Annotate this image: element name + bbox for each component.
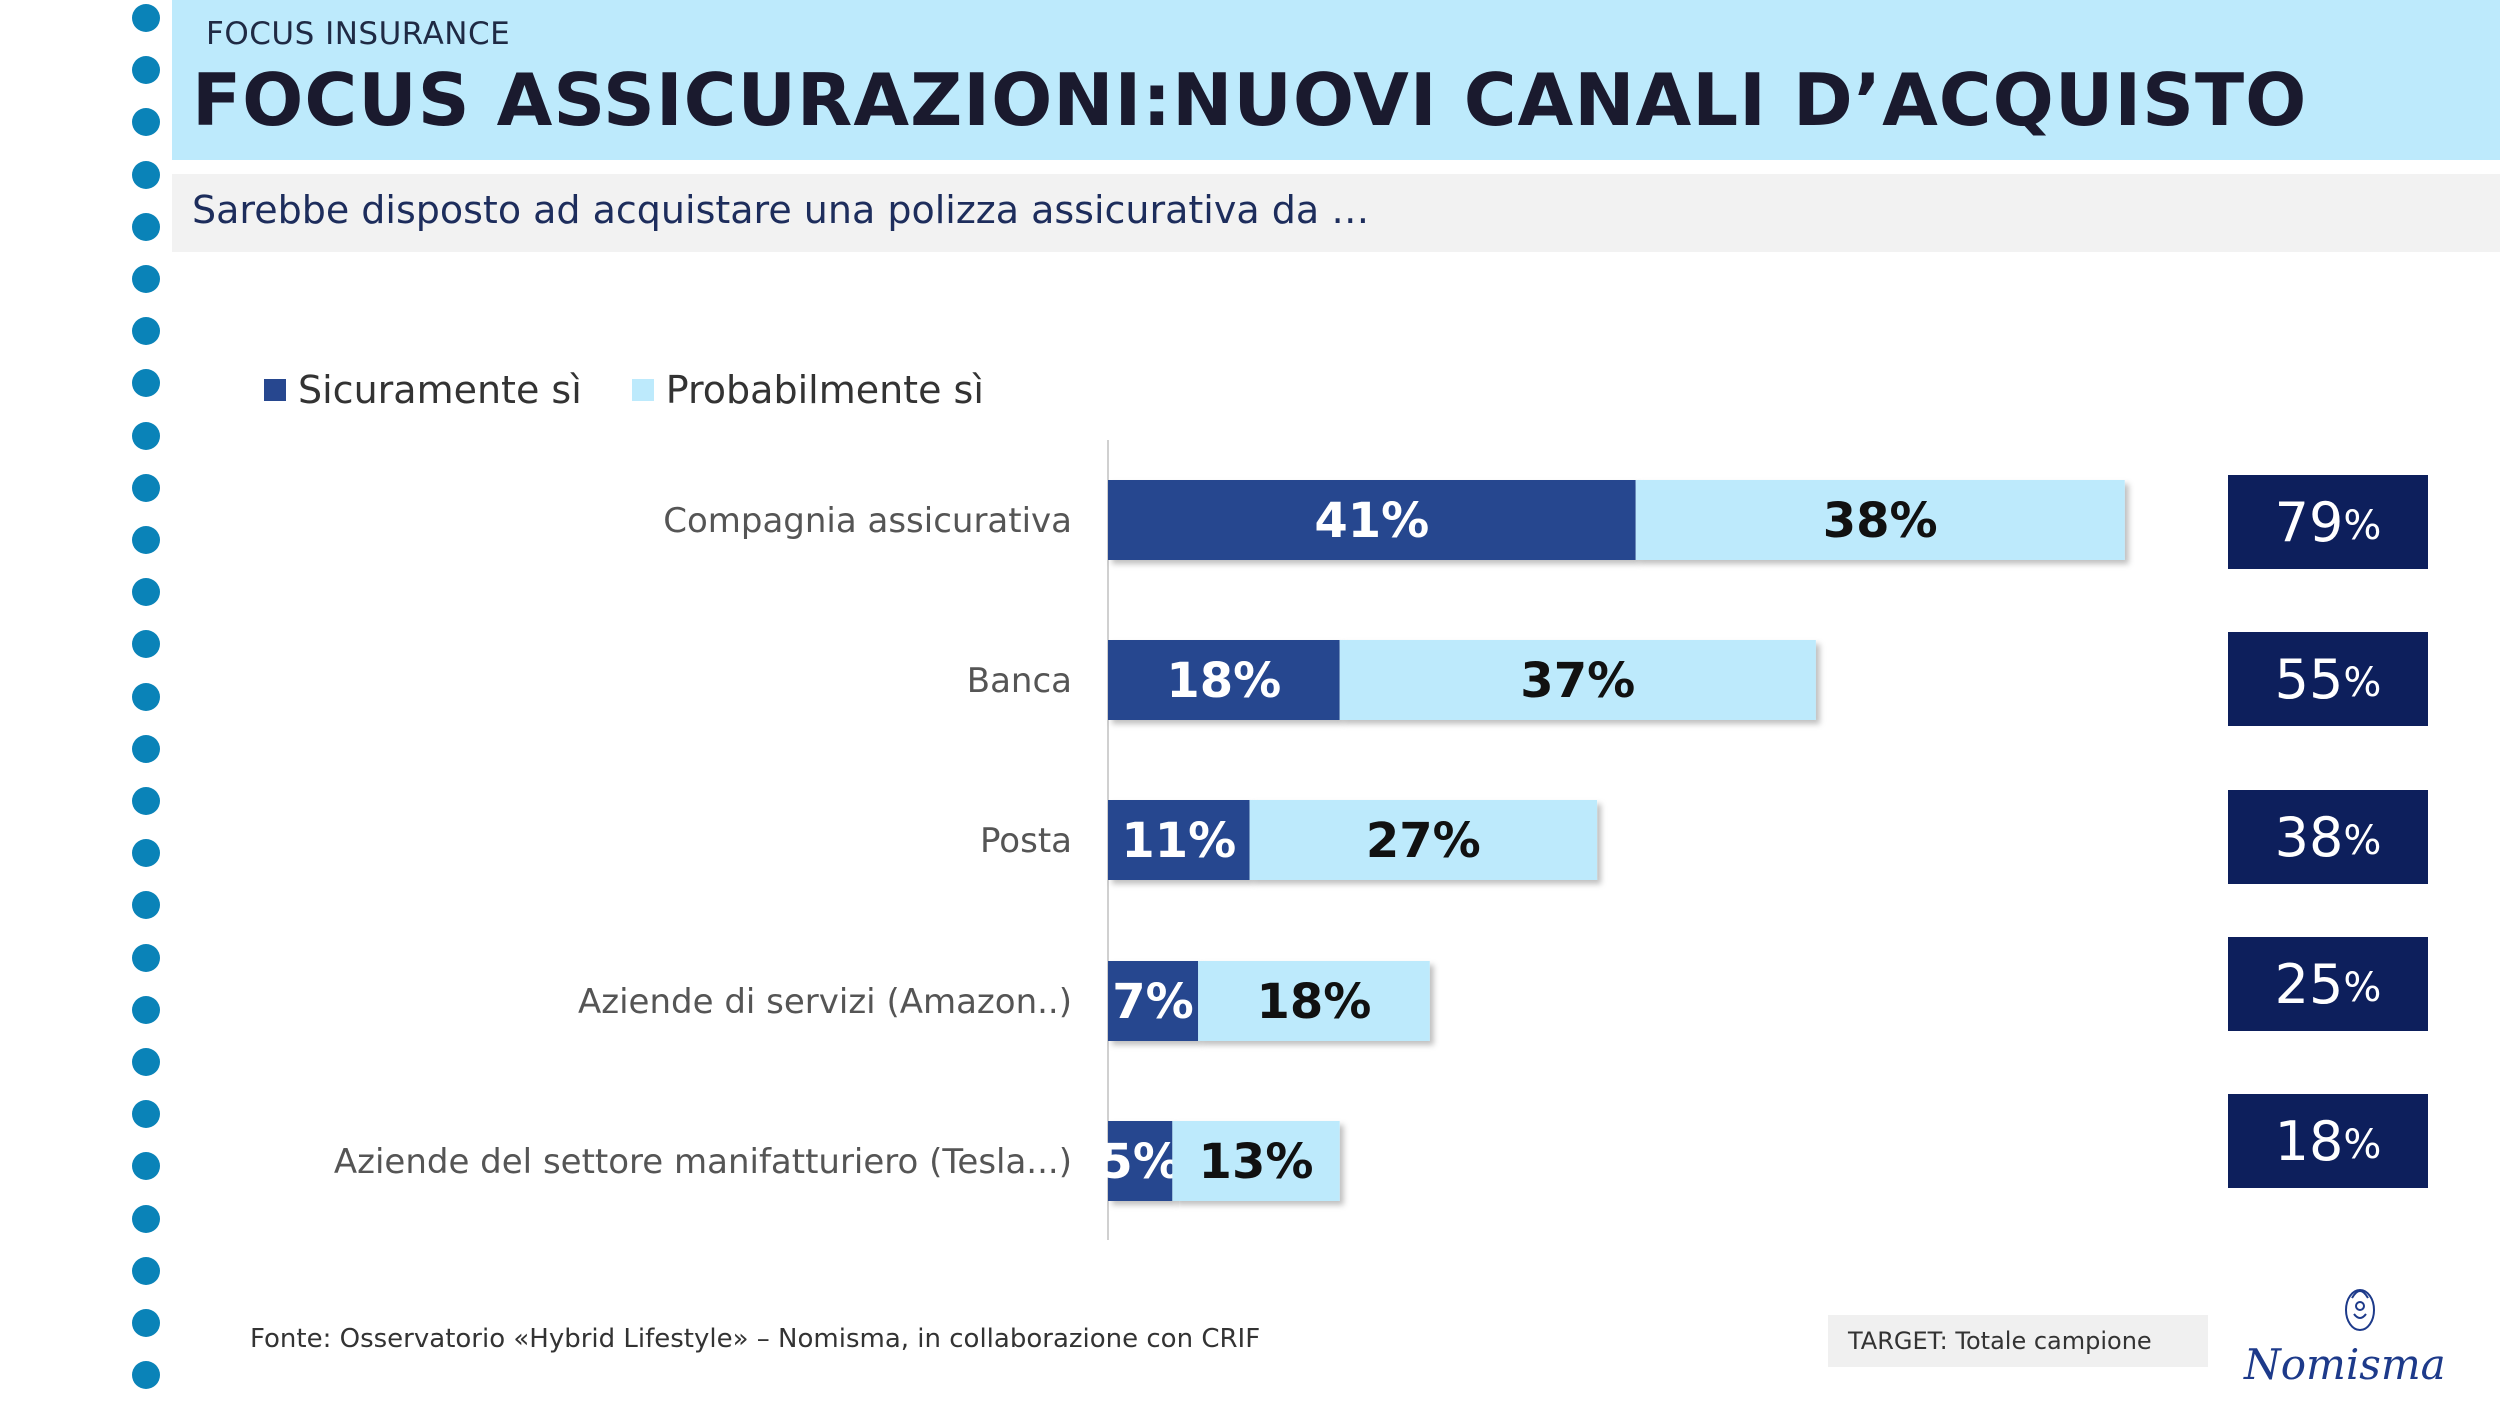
decorative-dot <box>132 108 160 137</box>
decorative-dot <box>132 734 160 763</box>
decorative-dot <box>132 787 160 815</box>
bar-sicuramente <box>1108 1121 1173 1201</box>
decorative-dot <box>132 421 160 450</box>
legend-item-sicuramente: Sicuramente sì <box>264 368 582 412</box>
bar-probabilmente <box>1339 640 1816 720</box>
decorative-dot <box>132 212 160 241</box>
total-value: 55 <box>2274 647 2344 711</box>
decorative-dot <box>132 1361 160 1390</box>
bar-probabilmente <box>1635 480 2125 560</box>
decorative-dot <box>132 526 160 554</box>
total-box: 79% <box>2228 475 2428 569</box>
total-percent-sign: % <box>2343 660 2382 706</box>
category-label: Aziende del settore manifatturiero (Tesl… <box>334 1142 1072 1182</box>
bar-sicuramente <box>1108 800 1250 880</box>
decorative-dot <box>132 369 160 398</box>
total-percent-sign: % <box>2343 965 2382 1011</box>
decorative-dot <box>132 891 160 920</box>
decorative-dot <box>132 995 160 1024</box>
logo-wordmark: Nomisma <box>2244 1340 2446 1389</box>
legend-swatch-light <box>631 379 654 401</box>
category-label: Compagnia assicurativa <box>663 501 1072 541</box>
question-bar: Sarebbe disposto ad acquistare una poliz… <box>172 174 2500 252</box>
decorative-dot <box>132 265 160 293</box>
nomisma-logo: Nomisma <box>2240 1270 2460 1390</box>
total-value: 79 <box>2274 490 2344 554</box>
category-label: Posta <box>980 821 1072 861</box>
question-text: Sarebbe disposto ad acquistare una poliz… <box>192 188 1370 232</box>
decorative-dot <box>132 839 160 868</box>
page-title: FOCUS ASSICURAZIONI:NUOVI CANALI D’ACQUI… <box>192 58 2308 142</box>
decorative-dot <box>132 160 160 189</box>
bar-sicuramente <box>1108 961 1199 1041</box>
chart-legend: Sicuramente sì Probabilmente sì <box>264 366 1034 414</box>
total-percent-sign: % <box>2343 503 2382 549</box>
value-label-probabilmente: 38% <box>1823 493 1938 549</box>
value-label-sicuramente: 11% <box>1121 813 1236 869</box>
value-label-sicuramente: 5% <box>1099 1134 1181 1190</box>
total-box: 25% <box>2228 937 2428 1031</box>
legend-item-probabilmente: Probabilmente sì <box>631 368 984 412</box>
legend-swatch-dark <box>264 379 286 401</box>
total-percent-sign: % <box>2343 1122 2382 1168</box>
decorative-dot <box>132 630 160 659</box>
value-label-probabilmente: 37% <box>1520 653 1635 709</box>
bar-probabilmente <box>1198 961 1430 1041</box>
total-percent-sign: % <box>2343 818 2382 864</box>
bar-probabilmente <box>1249 800 1598 880</box>
decorative-dot <box>132 1309 160 1337</box>
decorative-dot <box>132 317 160 346</box>
decorative-dot <box>132 4 160 32</box>
decorative-dot <box>132 1204 160 1233</box>
header-banner: FOCUS INSURANCE FOCUS ASSICURAZIONI:NUOV… <box>172 0 2500 160</box>
decorative-dot <box>132 56 160 85</box>
legend-label-probabilmente: Probabilmente sì <box>665 368 984 412</box>
total-box: 55% <box>2228 632 2428 726</box>
bar-sicuramente <box>1108 640 1340 720</box>
decorative-dot <box>132 1100 160 1129</box>
value-label-probabilmente: 27% <box>1366 813 1481 869</box>
value-label-sicuramente: 18% <box>1166 653 1281 709</box>
legend-label-sicuramente: Sicuramente sì <box>298 368 582 412</box>
target-note: TARGET: Totale campione <box>1828 1315 2208 1367</box>
total-value: 25 <box>2274 952 2344 1016</box>
category-label: Aziende di servizi (Amazon..) <box>578 982 1072 1022</box>
header-kicker: FOCUS INSURANCE <box>206 16 511 52</box>
category-label: Banca <box>967 661 1072 701</box>
decorative-dot <box>132 578 160 607</box>
value-label-probabilmente: 18% <box>1256 974 1371 1030</box>
total-value: 18 <box>2274 1109 2344 1173</box>
decorative-dot <box>132 1256 160 1285</box>
decorative-dot <box>132 682 160 711</box>
value-label-probabilmente: 13% <box>1199 1134 1314 1190</box>
decorative-dot <box>132 473 160 502</box>
decorative-dot-column <box>132 0 162 1406</box>
logo-emblem-icon <box>2345 1289 2375 1331</box>
bar-probabilmente <box>1172 1121 1340 1201</box>
decorative-dot <box>132 1152 160 1181</box>
decorative-dot <box>132 1048 160 1076</box>
source-note: Fonte: Osservatorio «Hybrid Lifestyle» –… <box>250 1324 1261 1354</box>
decorative-dot <box>132 943 160 972</box>
total-box: 38% <box>2228 790 2428 884</box>
value-label-sicuramente: 41% <box>1314 493 1429 549</box>
total-box: 18% <box>2228 1094 2428 1188</box>
total-value: 38 <box>2274 805 2344 869</box>
value-label-sicuramente: 7% <box>1112 974 1194 1030</box>
bar-sicuramente <box>1108 480 1636 560</box>
